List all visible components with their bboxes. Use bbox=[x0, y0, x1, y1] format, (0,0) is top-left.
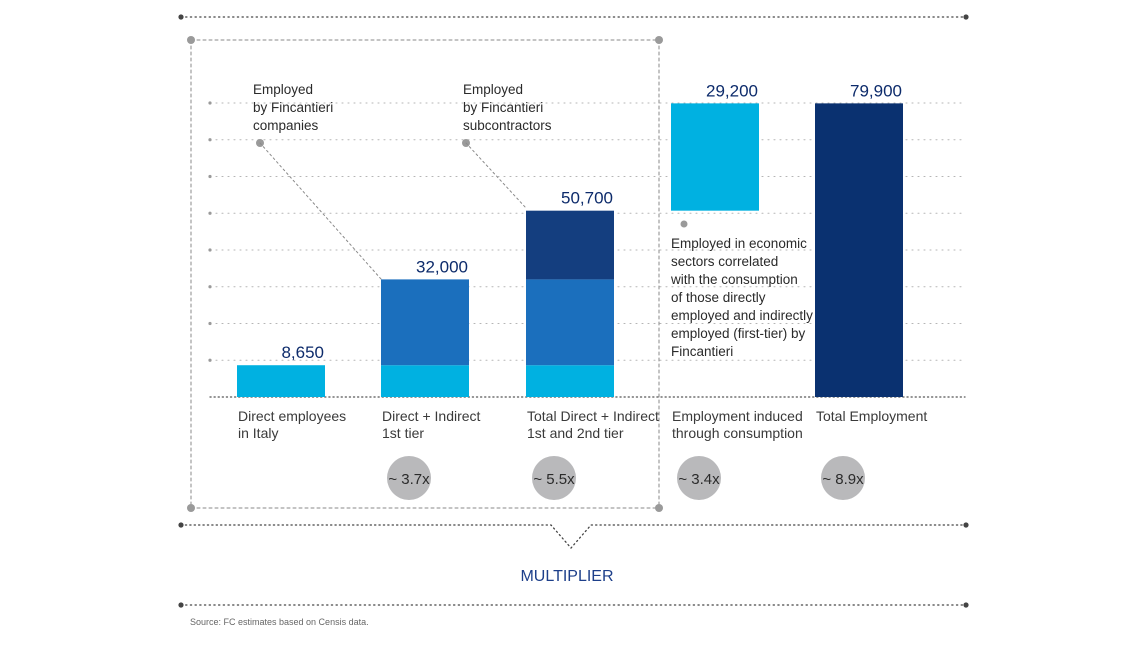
multiplier-label: ~ 3.4x bbox=[678, 471, 720, 488]
annotation-fincantieri-companies: Employed by Fincantieri companies bbox=[253, 82, 333, 133]
bar-segment-2-2 bbox=[381, 279, 469, 366]
multiplier-circle bbox=[677, 456, 721, 500]
multiplier-circle bbox=[387, 456, 431, 500]
category-label: Total Direct + Indirect 1st and 2nd tier bbox=[527, 408, 659, 441]
bar-segment-1-1 bbox=[237, 365, 325, 397]
grid-line-start-dot bbox=[208, 358, 212, 362]
bar-segment-3-2 bbox=[526, 279, 614, 366]
bottom-divider-end-dot bbox=[963, 602, 969, 608]
bottom-divider-end-dot bbox=[178, 602, 184, 608]
grid-line-start-dot bbox=[208, 138, 212, 142]
bar-segment-3-1 bbox=[526, 365, 614, 397]
grid-line-start-dot bbox=[208, 285, 212, 289]
multiplier-title: MULTIPLIER bbox=[520, 568, 613, 585]
bracket-corner-dot bbox=[655, 36, 663, 44]
bar-segment-5-1 bbox=[815, 103, 903, 398]
category-label: Employment induced through consumption bbox=[672, 408, 803, 441]
bar-segment-2-1 bbox=[381, 365, 469, 397]
annotation-leader bbox=[259, 142, 382, 280]
category-label: Direct + Indirect 1st tier bbox=[382, 408, 481, 441]
multiplier-label: ~ 3.7x bbox=[388, 471, 430, 488]
brace-end-dot bbox=[963, 522, 969, 528]
brace-end-dot bbox=[178, 522, 184, 528]
bar-segment-4-1 bbox=[671, 103, 759, 211]
bracket-corner-dot bbox=[655, 504, 663, 512]
multiplier-brace bbox=[180, 524, 967, 549]
annotation-fincantieri-subcontractors: Employed by Fincantieri subcontractors bbox=[463, 82, 552, 133]
bar-value-label: 50,700 bbox=[561, 189, 613, 208]
grid-line-start-dot bbox=[208, 248, 212, 252]
multiplier-circle bbox=[821, 456, 865, 500]
category-label: Total Employment bbox=[816, 408, 927, 424]
top-divider-end-dot bbox=[178, 14, 184, 20]
multiplier-circle bbox=[532, 456, 576, 500]
grid-line-start-dot bbox=[208, 321, 212, 326]
multiplier-label: ~ 5.5x bbox=[533, 471, 575, 488]
top-divider-end-dot bbox=[963, 14, 969, 20]
bar-value-label: 32,000 bbox=[416, 257, 468, 276]
multiplier-label: ~ 8.9x bbox=[822, 471, 864, 488]
annotation-leader bbox=[465, 142, 527, 209]
bar-value-label: 79,900 bbox=[850, 81, 902, 100]
grid-line-start-dot bbox=[208, 101, 212, 105]
bracket-corner-dot bbox=[187, 504, 195, 512]
bracket-corner-dot bbox=[187, 36, 195, 44]
category-label: Direct employees in Italy bbox=[238, 408, 346, 441]
annotation-pointer-dot bbox=[680, 220, 688, 228]
grid-line-start-dot bbox=[208, 211, 212, 215]
grid-line-start-dot bbox=[208, 174, 212, 179]
annotation-induced-employment: Employed in economic sectors correlated wi… bbox=[670, 236, 813, 359]
bar-value-label: 8,650 bbox=[281, 343, 324, 362]
source-note: Source: FC estimates based on Censis dat… bbox=[190, 617, 369, 627]
bar-segment-3-3 bbox=[526, 210, 614, 280]
bar-value-label: 29,200 bbox=[706, 81, 758, 100]
